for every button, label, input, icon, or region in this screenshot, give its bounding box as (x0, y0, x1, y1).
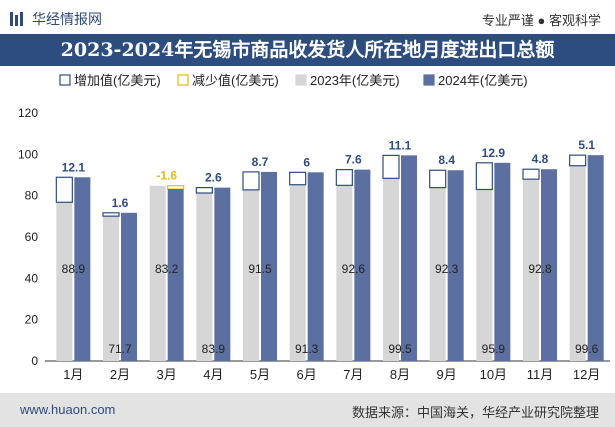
value-label-2024: 99.6 (575, 342, 599, 356)
x-tick-label: 9月 (437, 367, 457, 382)
increase-marker (195, 187, 213, 194)
legend-label-2023: 2023年(亿美元) (310, 73, 400, 88)
bar-2024 (494, 162, 511, 361)
legend-swatch-increase (59, 74, 71, 86)
footer: www.huaon.com 数据来源：中国海关，华经产业研究院整理 (0, 393, 615, 427)
bar-2024 (214, 187, 231, 361)
bar-2024 (587, 155, 604, 361)
legend-label-increase: 增加值(亿美元) (74, 73, 161, 88)
y-tick-label: 40 (25, 271, 39, 285)
x-tick-label: 3月 (157, 367, 177, 382)
x-tick-label: 10月 (480, 367, 507, 382)
value-label-2024: 71.7 (108, 342, 132, 356)
bar-2023 (336, 185, 353, 361)
value-label-2024: 92.6 (342, 262, 366, 276)
change-label: 2.6 (205, 171, 222, 185)
bar-2024 (354, 169, 371, 361)
y-tick-label: 120 (18, 106, 38, 120)
legend-label-2024: 2024年(亿美元) (438, 73, 528, 88)
value-label-2024: 88.9 (62, 262, 86, 276)
value-label-2024: 92.3 (435, 262, 459, 276)
change-label: 12.1 (62, 160, 86, 174)
x-tick-label: 1月 (63, 367, 83, 382)
bar-2024 (401, 155, 417, 361)
value-label-2024: 92.8 (528, 262, 552, 276)
bar-2023 (56, 202, 73, 361)
value-label-2024: 83.2 (155, 262, 179, 276)
y-tick-label: 80 (25, 189, 39, 203)
increase-marker (289, 171, 307, 186)
bar-2023 (103, 216, 119, 361)
value-label-2024: 91.3 (295, 342, 319, 356)
top-bar: 华经情报网 专业严谨 ● 客观科学 (0, 0, 615, 34)
y-tick-label: 100 (18, 147, 38, 161)
data-source: 数据来源：中国海关，华经产业研究院整理 (351, 405, 599, 420)
increase-marker (55, 176, 73, 203)
chart-title: 2023-2024年无锡市商品收发货人所在地月度进出口总额 (60, 39, 555, 61)
change-label: -1.6 (156, 169, 177, 183)
bar-2023 (429, 187, 446, 361)
legend-swatch-2024 (423, 74, 435, 86)
change-label: 4.8 (532, 152, 549, 166)
slogan: 专业严谨 ● 客观科学 (481, 13, 601, 28)
y-tick-label: 60 (25, 230, 39, 244)
footer-site[interactable]: www.huaon.com (20, 402, 116, 417)
value-label-2024: 95.9 (482, 342, 506, 356)
legend-swatch-2023 (295, 74, 307, 86)
increase-marker (102, 212, 120, 217)
change-label: 12.9 (482, 146, 506, 160)
decrease-marker (167, 185, 185, 190)
increase-marker (429, 169, 447, 189)
increase-marker (475, 162, 493, 191)
brand: 华经情报网 (10, 9, 102, 29)
bar-2023 (289, 184, 306, 361)
increase-marker (335, 169, 353, 186)
x-tick-label: 12月 (573, 367, 600, 382)
x-tick-label: 2月 (110, 367, 130, 382)
brand-name: 华经情报网 (32, 11, 102, 27)
bar-2024 (121, 212, 137, 361)
x-tick-label: 8月 (390, 367, 410, 382)
legend-label-decrease: 减少值(亿美元) (192, 73, 279, 88)
bar-2023 (149, 185, 166, 361)
bar-2023 (196, 192, 213, 361)
bar-2023 (569, 165, 586, 361)
bar-2024 (74, 177, 91, 361)
change-label: 5.1 (578, 138, 595, 152)
bar-2024 (307, 172, 324, 361)
value-label-2024: 83.9 (202, 342, 226, 356)
x-tick-label: 4月 (203, 367, 223, 382)
change-label: 1.6 (112, 196, 129, 210)
legend-swatch-decrease (177, 74, 189, 86)
bar-2023 (383, 178, 399, 361)
bar-2023 (523, 179, 539, 361)
bar-chart: 增加值(亿美元) 减少值(亿美元) 2023年(亿美元) 2024年(亿美元) 0 20 4… (18, 73, 610, 382)
increase-marker (382, 154, 400, 179)
x-tick-label: 7月 (343, 367, 363, 382)
y-tick-label: 20 (25, 313, 39, 327)
value-label-2024: 99.5 (388, 342, 412, 356)
x-tick-label: 5月 (250, 367, 270, 382)
bar-2024 (167, 189, 184, 361)
bar-2024 (541, 169, 557, 361)
bar-2023 (243, 189, 259, 361)
bar-2024 (261, 171, 277, 361)
increase-marker (522, 168, 540, 180)
bar-2023 (476, 189, 493, 361)
y-tick-label: 0 (31, 354, 38, 368)
value-label-2024: 91.5 (248, 262, 272, 276)
change-label: 11.1 (389, 138, 412, 152)
increase-marker (242, 171, 260, 191)
x-tick-label: 11月 (527, 367, 554, 382)
increase-marker (569, 154, 587, 167)
bar-2024 (447, 170, 464, 361)
change-label: 8.7 (252, 155, 269, 169)
title-bar: 2023-2024年无锡市商品收发货人所在地月度进出口总额 (0, 34, 615, 66)
brand-logo-icon (10, 12, 23, 26)
change-label: 7.6 (345, 153, 362, 167)
change-label: 8.4 (438, 153, 455, 167)
x-tick-label: 6月 (297, 367, 317, 382)
change-label: 6 (303, 155, 310, 169)
